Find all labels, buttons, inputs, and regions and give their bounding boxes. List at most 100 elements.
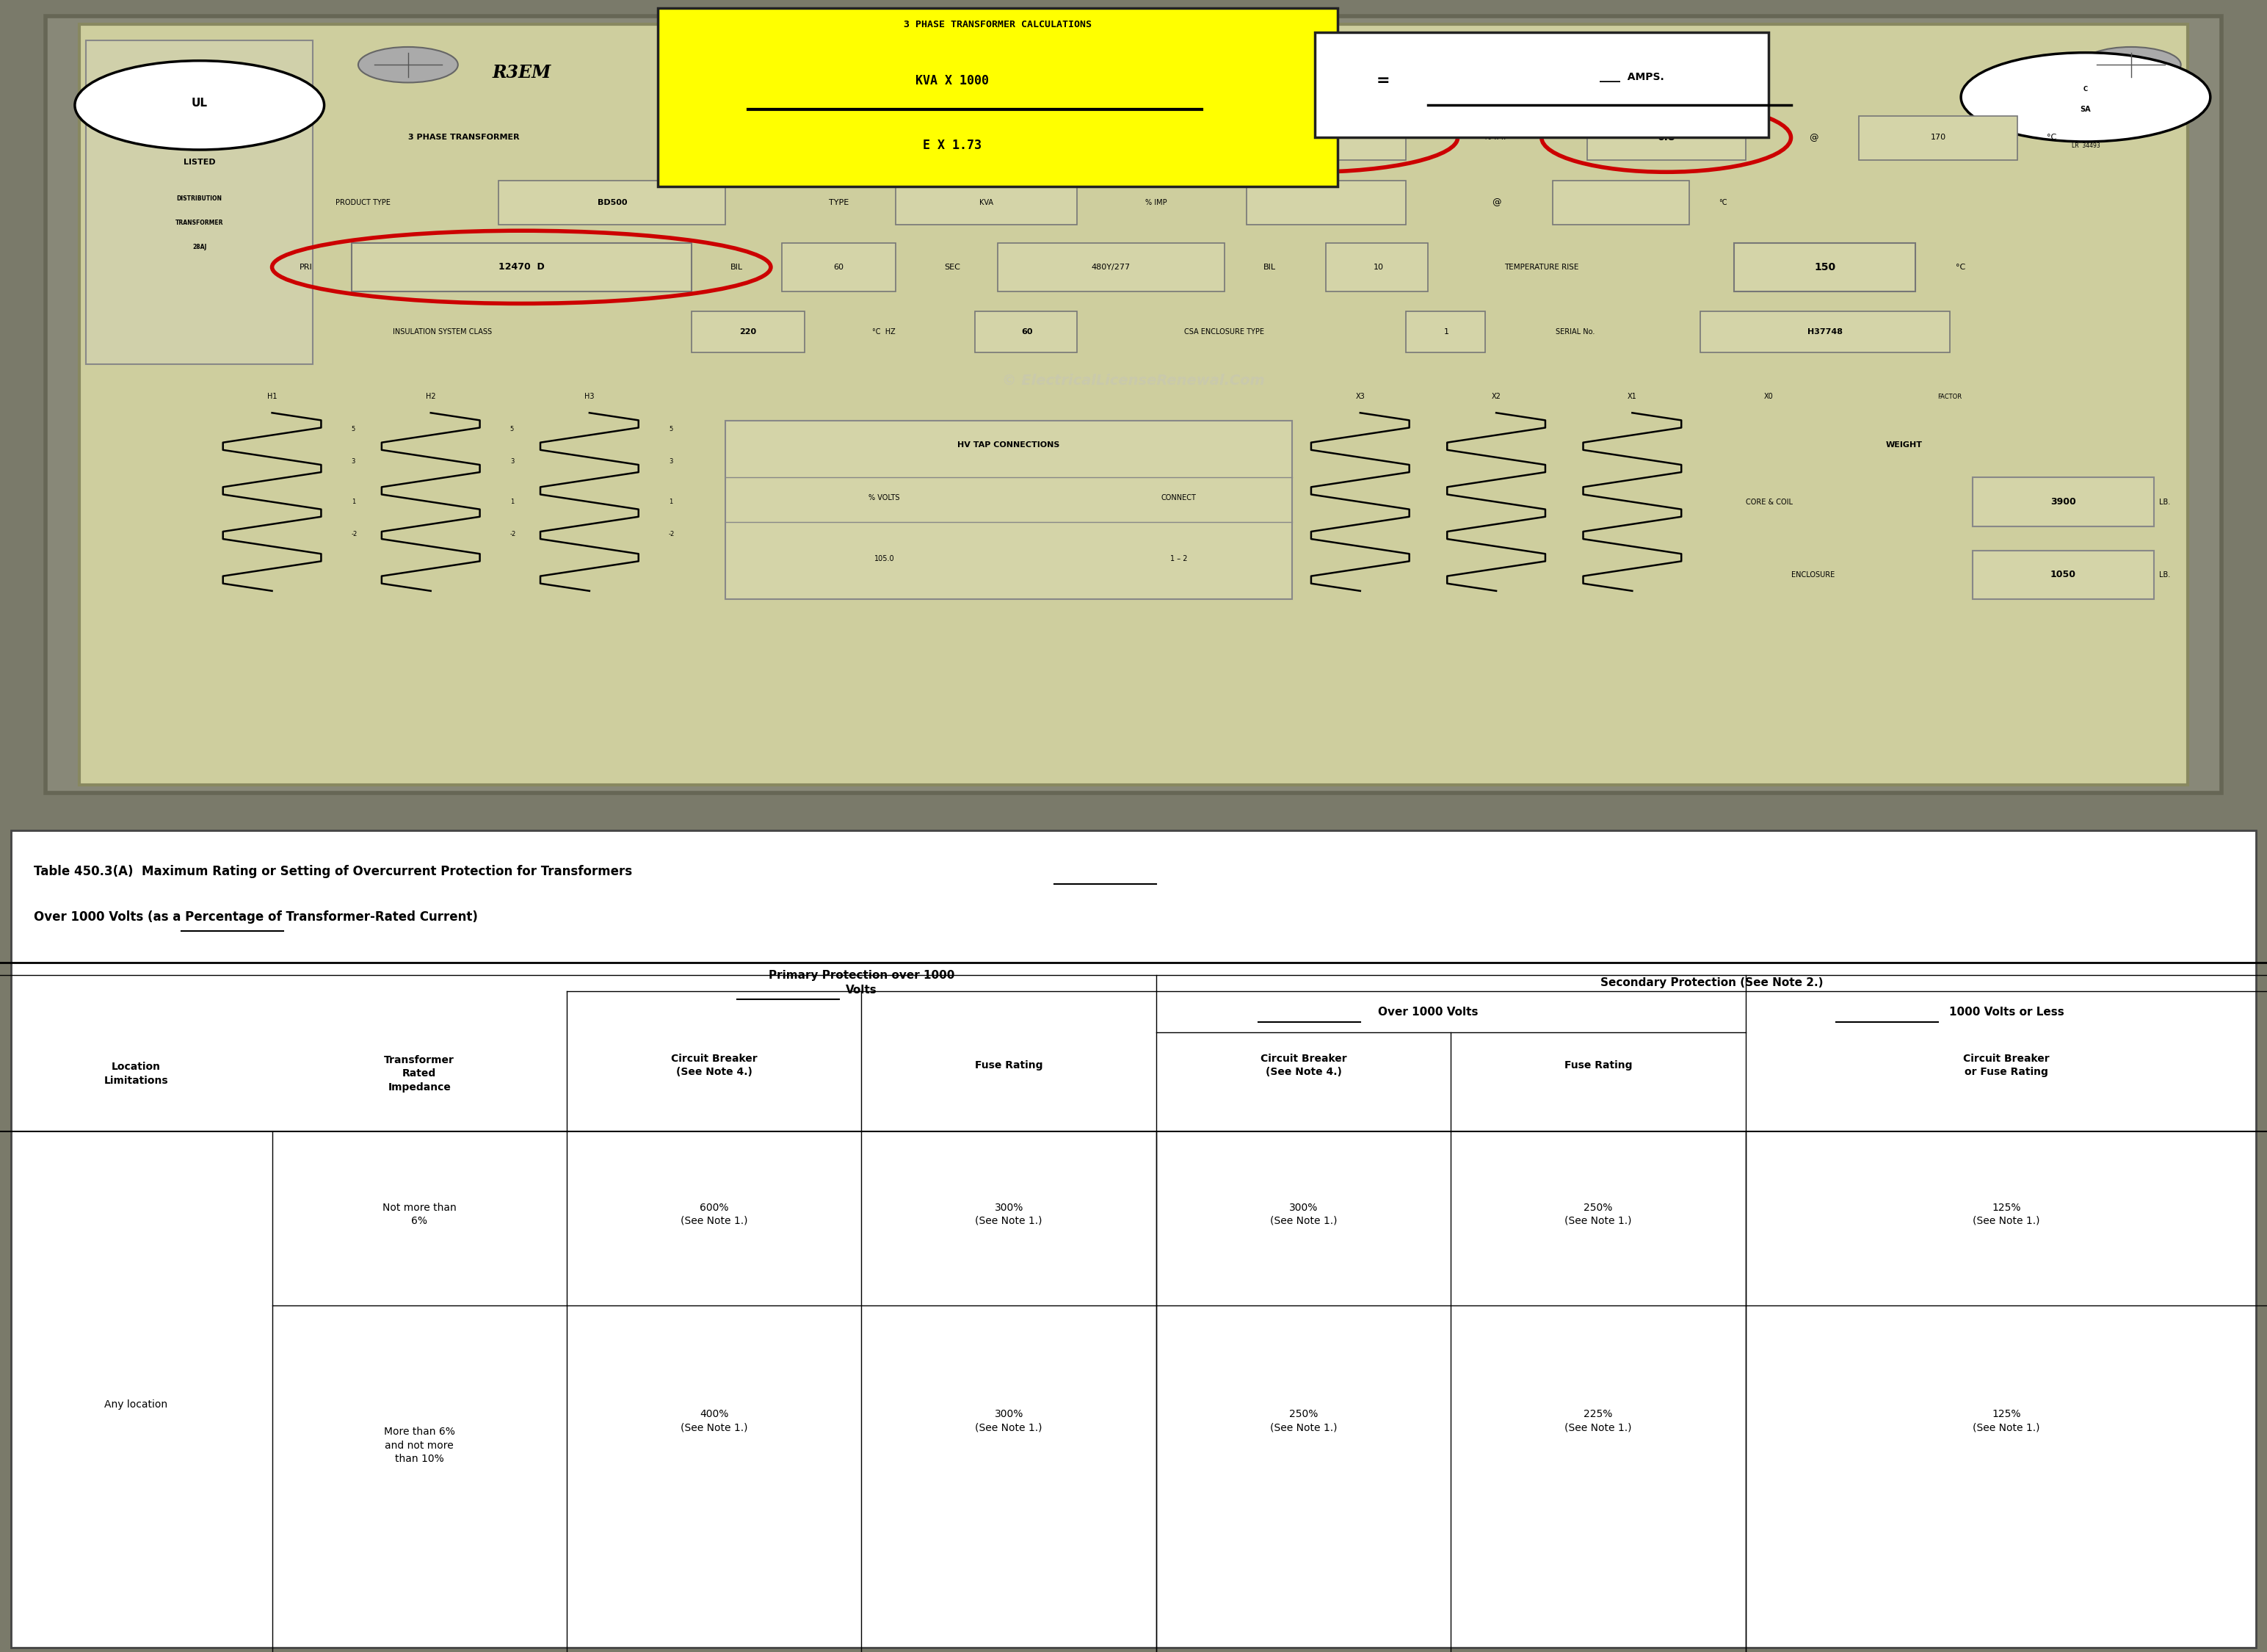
Text: Primary Protection over 1000
Volts: Primary Protection over 1000 Volts — [769, 970, 954, 996]
FancyBboxPatch shape — [782, 243, 895, 291]
Text: 3900: 3900 — [2049, 497, 2077, 507]
Text: 28AJ: 28AJ — [193, 243, 206, 249]
Text: LB.: LB. — [2160, 499, 2170, 506]
FancyBboxPatch shape — [86, 40, 313, 363]
FancyBboxPatch shape — [1553, 180, 1689, 225]
Text: LISTED: LISTED — [184, 159, 215, 165]
Text: H2: H2 — [426, 393, 435, 400]
Text: 1: 1 — [351, 499, 356, 506]
FancyBboxPatch shape — [691, 312, 805, 352]
Text: % IMP: % IMP — [1485, 134, 1508, 142]
Text: -2: -2 — [351, 530, 358, 537]
Text: SEC: SEC — [943, 263, 961, 271]
FancyBboxPatch shape — [895, 180, 1077, 225]
Text: Transformer
Rated
Impedance: Transformer Rated Impedance — [383, 1056, 456, 1092]
Text: Circuit Breaker
(See Note 4.): Circuit Breaker (See Note 4.) — [1260, 1054, 1347, 1077]
Text: INSULATION SYSTEM CLASS: INSULATION SYSTEM CLASS — [392, 329, 492, 335]
Text: Location
Limitations: Location Limitations — [104, 1062, 168, 1085]
Text: KVA X 1000: KVA X 1000 — [916, 74, 988, 88]
Text: X0: X0 — [1764, 393, 1773, 400]
Text: % IMP: % IMP — [1145, 198, 1168, 206]
Text: °C: °C — [1956, 263, 1965, 271]
Text: @: @ — [1809, 132, 1818, 142]
Text: 3 PHASE TRANSFORMER: 3 PHASE TRANSFORMER — [408, 134, 519, 142]
Text: 600%
(See Note 1.): 600% (See Note 1.) — [680, 1203, 748, 1226]
FancyBboxPatch shape — [657, 8, 1338, 187]
Text: Over 1000 Volts: Over 1000 Volts — [1378, 1006, 1478, 1018]
Text: ENCLOSURE: ENCLOSURE — [1791, 572, 1834, 578]
FancyBboxPatch shape — [45, 17, 2222, 793]
Text: 250%
(See Note 1.): 250% (See Note 1.) — [1270, 1409, 1338, 1432]
Text: Not more than
6%: Not more than 6% — [383, 1203, 456, 1226]
FancyBboxPatch shape — [997, 243, 1224, 291]
Text: Secondary Protection (See Note 2.): Secondary Protection (See Note 2.) — [1601, 978, 1823, 988]
Text: Circuit Breaker
or Fuse Rating: Circuit Breaker or Fuse Rating — [1963, 1054, 2049, 1077]
Text: °C: °C — [2047, 134, 2056, 142]
Text: Circuit Breaker
(See Note 4.): Circuit Breaker (See Note 4.) — [671, 1054, 757, 1077]
Text: BIL: BIL — [1263, 263, 1276, 271]
FancyBboxPatch shape — [79, 25, 2188, 785]
Text: TRANSFORMER: TRANSFORMER — [175, 220, 224, 226]
Text: UL: UL — [190, 97, 209, 109]
FancyBboxPatch shape — [1972, 550, 2154, 600]
FancyBboxPatch shape — [351, 243, 691, 291]
Text: CSA ENCLOSURE TYPE: CSA ENCLOSURE TYPE — [1183, 329, 1265, 335]
Text: LR  34493: LR 34493 — [2072, 142, 2099, 149]
Text: X2: X2 — [1492, 393, 1501, 400]
FancyBboxPatch shape — [1972, 477, 2154, 525]
Text: H3: H3 — [585, 393, 594, 400]
FancyBboxPatch shape — [895, 116, 1077, 160]
Text: TYPE: TYPE — [830, 198, 848, 206]
Text: @: @ — [1492, 198, 1501, 206]
Text: Table 450.3(A)  Maximum Rating or Setting of Overcurrent Protection for Transfor: Table 450.3(A) Maximum Rating or Setting… — [34, 866, 632, 879]
Text: 125%
(See Note 1.): 125% (See Note 1.) — [1972, 1203, 2040, 1226]
Text: X1: X1 — [1628, 393, 1637, 400]
FancyBboxPatch shape — [1406, 312, 1485, 352]
FancyBboxPatch shape — [1326, 243, 1428, 291]
FancyBboxPatch shape — [1247, 180, 1406, 225]
Text: KVA: KVA — [1147, 134, 1165, 142]
Text: SA: SA — [2081, 106, 2090, 112]
Text: TYPE: TYPE — [830, 134, 848, 142]
Text: LB.: LB. — [2160, 572, 2170, 578]
Text: ____  AMPS.: ____ AMPS. — [1601, 71, 1664, 83]
FancyBboxPatch shape — [1859, 116, 2018, 160]
Text: Fuse Rating: Fuse Rating — [1564, 1061, 1632, 1070]
Text: =: = — [1376, 74, 1390, 88]
Text: CONNECT: CONNECT — [1161, 494, 1197, 502]
Text: H37748: H37748 — [1807, 329, 1843, 335]
Circle shape — [75, 61, 324, 150]
Text: BIL: BIL — [730, 263, 744, 271]
Text: TEMPERATURE RISE: TEMPERATURE RISE — [1505, 263, 1578, 271]
FancyBboxPatch shape — [1734, 243, 1916, 291]
Text: 300%
(See Note 1.): 300% (See Note 1.) — [1270, 1203, 1338, 1226]
Text: 1: 1 — [1444, 329, 1449, 335]
Text: 5: 5 — [669, 426, 673, 433]
Text: 3 PHASE TRANSFORMER CALCULATIONS: 3 PHASE TRANSFORMER CALCULATIONS — [905, 20, 1090, 30]
Text: SERIAL No.: SERIAL No. — [1555, 329, 1596, 335]
Text: HV TAP CONNECTIONS: HV TAP CONNECTIONS — [957, 441, 1061, 449]
Text: E X 1.73: E X 1.73 — [923, 139, 982, 152]
FancyBboxPatch shape — [1700, 312, 1950, 352]
Text: % VOLTS: % VOLTS — [868, 494, 900, 502]
Text: DISTRIBUTION: DISTRIBUTION — [177, 195, 222, 202]
Text: 1 – 2: 1 – 2 — [1170, 555, 1188, 562]
Circle shape — [1961, 53, 2210, 142]
Text: 150: 150 — [1814, 263, 1836, 273]
Text: 250%
(See Note 1.): 250% (See Note 1.) — [1564, 1203, 1632, 1226]
Text: 3: 3 — [669, 458, 673, 464]
Text: 10: 10 — [1374, 263, 1383, 271]
Text: 400%
(See Note 1.): 400% (See Note 1.) — [680, 1409, 748, 1432]
FancyBboxPatch shape — [975, 312, 1077, 352]
Text: °C  HZ: °C HZ — [873, 329, 895, 335]
Circle shape — [2081, 46, 2181, 83]
Text: 300%
(See Note 1.): 300% (See Note 1.) — [975, 1203, 1043, 1226]
Text: 60: 60 — [834, 263, 843, 271]
Text: X3: X3 — [1356, 393, 1365, 400]
Text: R3EM: R3EM — [492, 64, 551, 81]
Text: 3: 3 — [510, 458, 515, 464]
Text: PRI: PRI — [299, 263, 313, 271]
FancyBboxPatch shape — [725, 421, 1292, 600]
Text: DIVISION  OF  TRANSFACTOR  INDUSTRIES  INC.: DIVISION OF TRANSFACTOR INDUSTRIES INC. — [1156, 35, 1428, 46]
FancyBboxPatch shape — [1315, 33, 1768, 137]
